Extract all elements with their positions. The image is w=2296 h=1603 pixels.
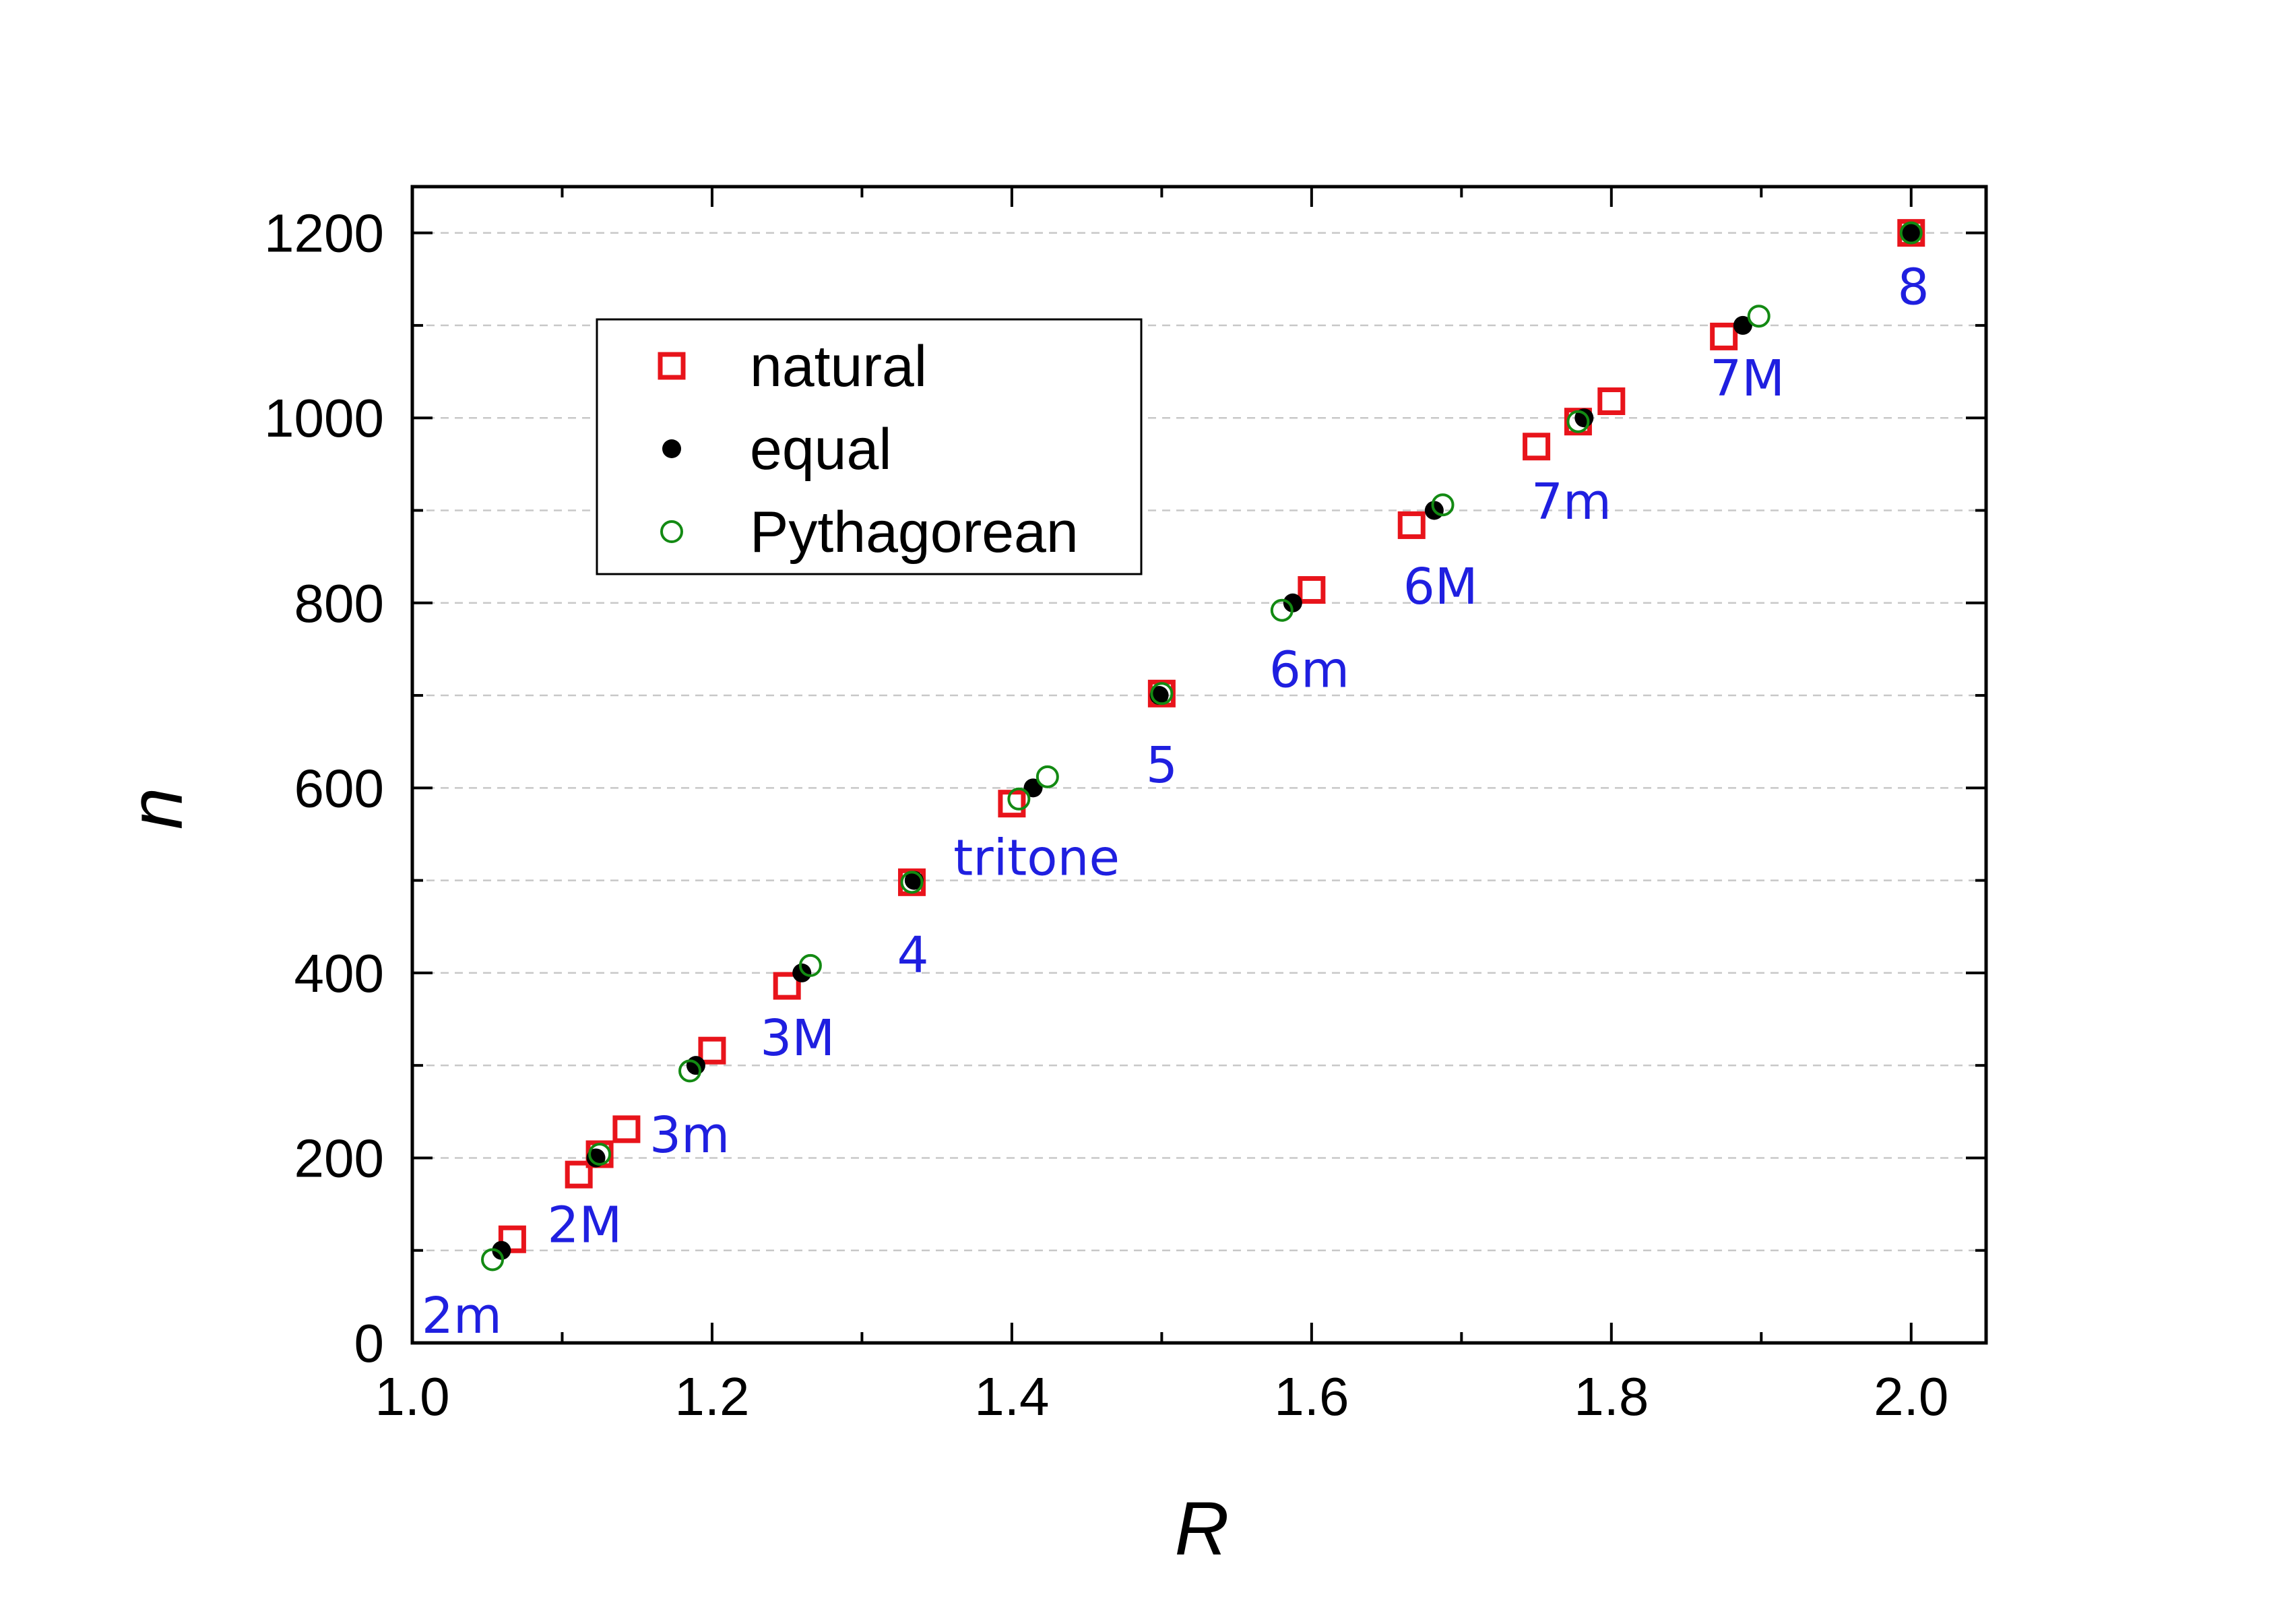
pythagorean-point — [900, 871, 924, 894]
y-tick-label: 1200 — [264, 203, 384, 263]
x-tick-label: 1.8 — [1574, 1366, 1649, 1426]
y-tick-label: 600 — [294, 758, 384, 818]
legend-label-pythagorean: Pythagorean — [750, 500, 1079, 565]
legend: natural equal Pythagorean — [596, 318, 1143, 575]
annotation-label: 4 — [897, 926, 929, 984]
y-tick-label: 0 — [354, 1313, 385, 1373]
natural-point — [773, 972, 801, 1000]
equal-point — [1733, 315, 1752, 335]
legend-marker-equal — [662, 439, 681, 458]
y-axis-title: n — [114, 788, 198, 829]
pythagorean-point — [1150, 682, 1174, 705]
x-tick-label: 2.0 — [1874, 1366, 1948, 1426]
equal-point — [586, 1148, 606, 1168]
y-tick-label: 200 — [294, 1128, 384, 1188]
y-tick-label: 800 — [294, 573, 384, 633]
pythagorean-point — [481, 1248, 505, 1271]
x-tick-label: 1.0 — [375, 1366, 449, 1426]
legend-marker-pythagorean — [660, 520, 683, 543]
plot-frame — [410, 185, 1988, 1345]
pythagorean-point — [1899, 221, 1923, 245]
interval-annotations: 2m 2M 3m 3M 4 tritone 5 6m 6M 7m 7M 8 — [422, 258, 1930, 1345]
data-points — [481, 219, 1925, 1271]
legend-label-natural: natural — [750, 334, 927, 399]
pythagorean-point — [678, 1059, 702, 1083]
x-tick-label: 1.4 — [974, 1366, 1049, 1426]
annotation-label: 2M — [547, 1196, 622, 1254]
equal-point — [1283, 593, 1302, 612]
pythagorean-point — [1566, 410, 1590, 433]
annotation-label: 3M — [760, 1009, 835, 1067]
annotation-label: 6M — [1403, 558, 1478, 616]
annotation-label: 5 — [1146, 736, 1178, 794]
legend-box — [596, 318, 1143, 575]
natural-point — [1710, 322, 1738, 350]
annotation-label: 6m — [1269, 641, 1349, 699]
equal-point — [1901, 223, 1921, 243]
pythagorean-point — [1747, 305, 1771, 328]
natural-point — [565, 1160, 593, 1189]
legend-marker-natural — [658, 352, 686, 380]
pythagorean-point — [1035, 765, 1059, 788]
annotation-label: tritone — [953, 829, 1120, 887]
natural-point — [1298, 576, 1326, 604]
natural-point — [1523, 433, 1551, 461]
natural-point — [1397, 511, 1426, 539]
y-tick-label: 1000 — [264, 388, 384, 448]
annotation-label: 7M — [1710, 350, 1785, 408]
equal-point — [492, 1240, 511, 1260]
natural-point — [1597, 387, 1626, 415]
equal-point — [686, 1056, 705, 1075]
annotation-label: 3m — [649, 1106, 730, 1164]
annotation-label: 2m — [422, 1287, 502, 1345]
natural-point — [612, 1115, 641, 1143]
pythagorean-point — [588, 1142, 612, 1166]
pythagorean-point — [1270, 598, 1294, 622]
axes: 1.0 1.2 1.4 1.6 1.8 2.0 0 200 400 600 800 1000 1200 — [264, 185, 1988, 1426]
pythagorean-point — [1007, 787, 1031, 811]
annotation-label: 7m — [1531, 473, 1612, 531]
equal-point — [1023, 778, 1043, 798]
x-tick-label: 1.2 — [674, 1366, 749, 1426]
natural-point — [698, 1036, 726, 1065]
legend-label-equal: equal — [750, 417, 891, 482]
pythagorean-point — [798, 953, 822, 977]
pythagorean-point — [1431, 493, 1455, 517]
x-axis-title: R — [1175, 1486, 1230, 1571]
annotation-label: 8 — [1898, 258, 1930, 316]
x-tick-label: 1.6 — [1274, 1366, 1349, 1426]
natural-point — [498, 1225, 526, 1253]
y-tick-label: 400 — [294, 943, 384, 1003]
